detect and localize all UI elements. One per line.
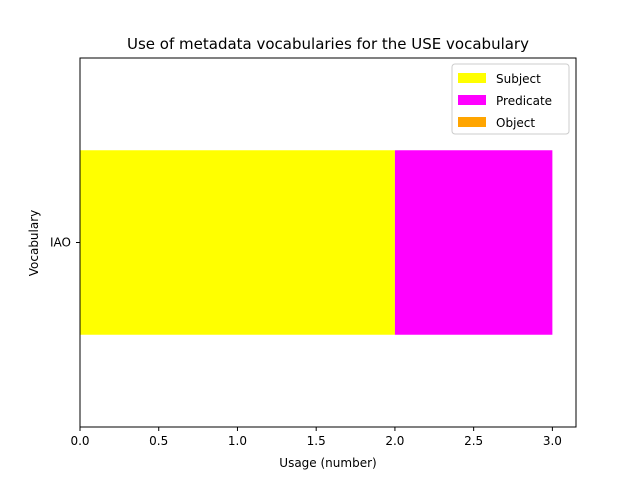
x-tick-label: 3.0 xyxy=(543,434,562,448)
y-ticks: IAO xyxy=(50,236,80,250)
legend-swatch-subject xyxy=(458,73,486,83)
legend-label-subject: Subject xyxy=(496,72,541,86)
legend-swatch-predicate xyxy=(458,95,486,105)
bars-group xyxy=(80,150,553,335)
legend: Subject Predicate Object xyxy=(451,63,570,135)
legend-swatch-object xyxy=(458,117,486,127)
x-ticks: 0.0 0.5 1.0 1.5 2.0 2.5 3.0 xyxy=(70,427,562,448)
x-axis-label: Usage (number) xyxy=(279,456,376,470)
x-tick-label: 2.0 xyxy=(385,434,404,448)
legend-label-object: Object xyxy=(496,116,535,130)
x-tick-label: 0.5 xyxy=(149,434,168,448)
y-axis-label: Vocabulary xyxy=(27,210,41,277)
x-tick-label: 1.5 xyxy=(307,434,326,448)
x-tick-label: 2.5 xyxy=(464,434,483,448)
x-tick-label: 0.0 xyxy=(70,434,89,448)
bar-subject-iao xyxy=(80,150,395,335)
x-tick-label: 1.0 xyxy=(228,434,247,448)
y-tick-label: IAO xyxy=(50,236,71,250)
bar-predicate-iao xyxy=(394,150,553,335)
legend-label-predicate: Predicate xyxy=(496,94,552,108)
chart-title: Use of metadata vocabularies for the USE… xyxy=(127,35,529,53)
